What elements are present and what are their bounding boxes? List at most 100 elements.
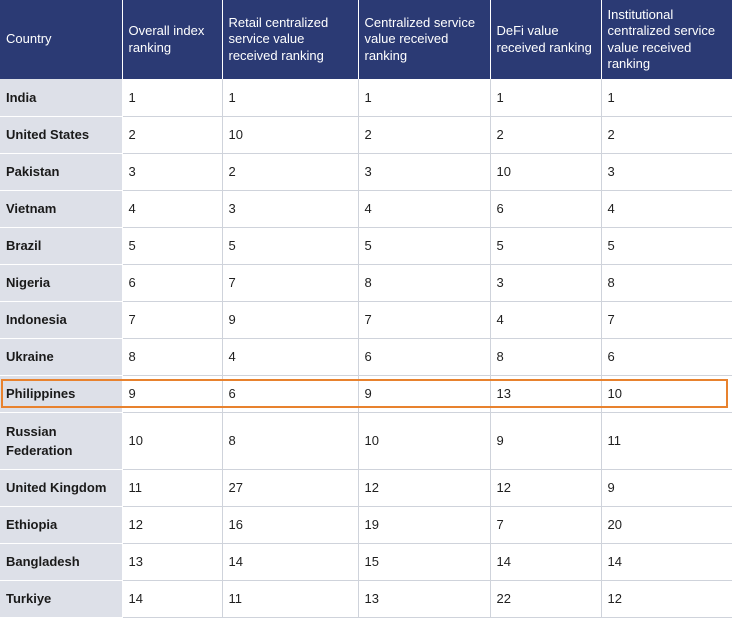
ranking-cell: 10 <box>490 153 602 191</box>
ranking-cell: 4 <box>122 190 223 228</box>
ranking-cell: 5 <box>122 227 223 265</box>
table-row: United States 2 10 2 2 2 <box>0 116 732 154</box>
ranking-cell: 8 <box>490 338 602 376</box>
country-cell: United States <box>0 116 123 154</box>
table-row-highlighted: Philippines 9 6 9 13 10 <box>0 375 732 413</box>
header-country: Country <box>0 0 123 79</box>
country-cell: Bangladesh <box>0 543 123 581</box>
ranking-cell: 10 <box>122 412 223 470</box>
ranking-cell: 15 <box>358 543 491 581</box>
table-row: United Kingdom 11 27 12 12 9 <box>0 469 732 507</box>
header-row: Country Overall index ranking Retail cen… <box>0 0 732 79</box>
ranking-cell: 7 <box>601 301 732 339</box>
country-cell: Ethiopia <box>0 506 123 544</box>
table-row: Vietnam 4 3 4 6 4 <box>0 190 732 228</box>
ranking-cell: 1 <box>490 79 602 117</box>
ranking-cell: 19 <box>358 506 491 544</box>
table-row: Ethiopia 12 16 19 7 20 <box>0 506 732 544</box>
ranking-cell: 9 <box>222 301 359 339</box>
ranking-cell: 6 <box>601 338 732 376</box>
country-cell: Brazil <box>0 227 123 265</box>
ranking-cell: 10 <box>601 375 732 413</box>
ranking-cell: 12 <box>490 469 602 507</box>
table-row: Bangladesh 13 14 15 14 14 <box>0 543 732 581</box>
ranking-cell: 3 <box>601 153 732 191</box>
ranking-cell: 16 <box>222 506 359 544</box>
country-cell: Ukraine <box>0 338 123 376</box>
ranking-cell: 5 <box>222 227 359 265</box>
ranking-cell: 12 <box>601 580 732 618</box>
table-row: Indonesia 7 9 7 4 7 <box>0 301 732 339</box>
country-cell: Nigeria <box>0 264 123 302</box>
table-row: Pakistan 3 2 3 10 3 <box>0 153 732 191</box>
ranking-cell: 2 <box>222 153 359 191</box>
header-institutional-ranking: Institutional centralized service value … <box>601 0 732 79</box>
ranking-cell: 12 <box>358 469 491 507</box>
ranking-cell: 5 <box>358 227 491 265</box>
ranking-cell: 13 <box>122 543 223 581</box>
ranking-cell: 4 <box>358 190 491 228</box>
ranking-cell: 8 <box>358 264 491 302</box>
ranking-cell: 9 <box>122 375 223 413</box>
ranking-cell: 13 <box>358 580 491 618</box>
header-defi-ranking: DeFi value received ranking <box>490 0 602 79</box>
ranking-cell: 2 <box>490 116 602 154</box>
country-cell: Philippines <box>0 375 123 413</box>
ranking-cell: 11 <box>122 469 223 507</box>
header-centralized-ranking: Centralized service value received ranki… <box>358 0 491 79</box>
ranking-cell: 14 <box>222 543 359 581</box>
ranking-cell: 9 <box>358 375 491 413</box>
ranking-cell: 3 <box>358 153 491 191</box>
ranking-cell: 14 <box>601 543 732 581</box>
ranking-cell: 5 <box>490 227 602 265</box>
ranking-cell: 4 <box>222 338 359 376</box>
ranking-cell: 22 <box>490 580 602 618</box>
country-cell: Turkiye <box>0 580 123 618</box>
table-row: Turkiye 14 11 13 22 12 <box>0 580 732 618</box>
ranking-cell: 9 <box>601 469 732 507</box>
ranking-cell: 11 <box>222 580 359 618</box>
ranking-cell: 1 <box>222 79 359 117</box>
ranking-cell: 11 <box>601 412 732 470</box>
ranking-cell: 2 <box>601 116 732 154</box>
table-row: Nigeria 6 7 8 3 8 <box>0 264 732 302</box>
ranking-cell: 7 <box>122 301 223 339</box>
ranking-cell: 1 <box>601 79 732 117</box>
table-row: Brazil 5 5 5 5 5 <box>0 227 732 265</box>
ranking-cell: 6 <box>358 338 491 376</box>
ranking-cell: 13 <box>490 375 602 413</box>
country-cell: Russian Federation <box>0 412 123 470</box>
ranking-cell: 2 <box>358 116 491 154</box>
ranking-cell: 6 <box>122 264 223 302</box>
country-cell: Pakistan <box>0 153 123 191</box>
country-cell: India <box>0 79 123 117</box>
ranking-cell: 14 <box>490 543 602 581</box>
ranking-cell: 4 <box>601 190 732 228</box>
ranking-cell: 5 <box>601 227 732 265</box>
ranking-cell: 6 <box>222 375 359 413</box>
country-cell: United Kingdom <box>0 469 123 507</box>
ranking-cell: 1 <box>122 79 223 117</box>
ranking-cell: 27 <box>222 469 359 507</box>
ranking-cell: 3 <box>122 153 223 191</box>
header-overall-index-ranking: Overall index ranking <box>122 0 223 79</box>
table-row: India 1 1 1 1 1 <box>0 79 732 117</box>
ranking-cell: 7 <box>490 506 602 544</box>
table-row: Ukraine 8 4 6 8 6 <box>0 338 732 376</box>
ranking-cell: 10 <box>358 412 491 470</box>
ranking-cell: 8 <box>222 412 359 470</box>
header-retail-centralized-ranking: Retail centralized service value receive… <box>222 0 359 79</box>
ranking-cell: 4 <box>490 301 602 339</box>
ranking-cell: 1 <box>358 79 491 117</box>
ranking-cell: 7 <box>358 301 491 339</box>
country-cell: Indonesia <box>0 301 123 339</box>
country-cell: Vietnam <box>0 190 123 228</box>
ranking-cell: 8 <box>122 338 223 376</box>
ranking-cell: 6 <box>490 190 602 228</box>
ranking-cell: 10 <box>222 116 359 154</box>
ranking-cell: 7 <box>222 264 359 302</box>
ranking-cell: 3 <box>222 190 359 228</box>
ranking-cell: 12 <box>122 506 223 544</box>
ranking-cell: 8 <box>601 264 732 302</box>
